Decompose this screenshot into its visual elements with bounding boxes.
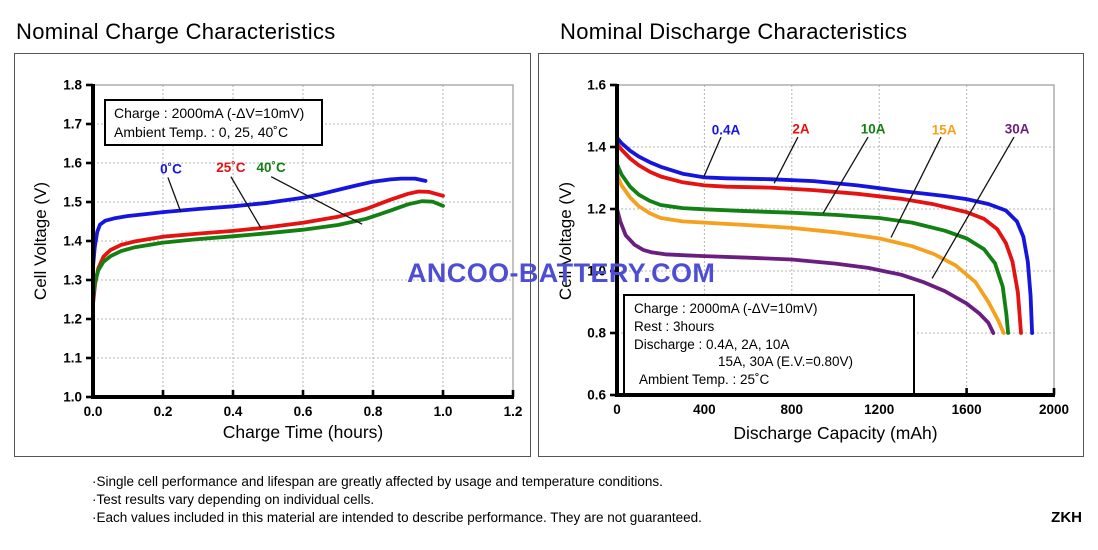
- y-tick-label: 1.6: [587, 78, 606, 93]
- curve-15A: [615, 173, 1006, 335]
- curve-40˚C: [91, 199, 445, 301]
- y-tick-label: 1.8: [63, 78, 82, 93]
- y-tick-label: 1.0: [63, 390, 82, 405]
- leader-line-10A: [822, 136, 869, 214]
- discharge-x-axis-title: Discharge Capacity (mAh): [733, 423, 938, 443]
- y-tick-label: 1.4: [63, 234, 82, 249]
- annotation-line: Ambient Temp. : 0, 25, 40˚C: [114, 123, 289, 140]
- footer-note: ·Each values included in this material a…: [92, 510, 702, 526]
- x-tick-label: 0.4: [224, 404, 243, 419]
- annotation-line: Ambient Temp. : 25˚C: [639, 372, 770, 388]
- annotation-line: Charge : 2000mA (-ΔV=10mV): [634, 301, 818, 316]
- leader-line-40˚C: [270, 176, 363, 225]
- discharge-chart-title: Nominal Discharge Characteristics: [560, 19, 908, 44]
- y-tick-label: 0.6: [587, 388, 606, 403]
- annotation-line: Discharge : 0.4A, 2A, 10A: [634, 336, 790, 352]
- series-label-40˚C: 40˚C: [257, 160, 287, 175]
- charge-chart-panel: 0˚C 25˚C 40˚C 1.0 1.1 1.2 1.3 1.4 1.5 1.6 1.7 1.8 0.…: [14, 53, 531, 457]
- curve-2A: [615, 142, 1023, 335]
- x-tick-label: 2000: [1039, 402, 1069, 417]
- x-tick-label: 1.0: [434, 404, 453, 419]
- curve-0.4A: [615, 135, 1035, 335]
- curve-25˚C: [91, 189, 445, 307]
- y-tick-label: 1.3: [63, 273, 82, 288]
- x-tick-label: 1.2: [504, 404, 523, 419]
- y-tick-label: 1.1: [63, 351, 82, 366]
- discharge-y-axis-title: Cell Voltage (V): [556, 181, 575, 301]
- x-tick-label: 400: [693, 402, 716, 417]
- charge-conditions-box: Charge : 2000mA (-ΔV=10mV) Ambient Temp.…: [104, 99, 323, 146]
- charge-chart-title: Nominal Charge Characteristics: [16, 19, 336, 44]
- discharge-conditions-box: Charge : 2000mA (-ΔV=10mV) Rest : 3hours…: [623, 294, 915, 395]
- leader-line-15A: [890, 136, 942, 238]
- series-label-2A: 2A: [792, 122, 810, 137]
- x-tick-label: 0.0: [84, 404, 103, 419]
- annotation-line: Rest : 3hours: [634, 318, 715, 334]
- y-tick-label: 1.7: [63, 117, 82, 132]
- x-tick-label: 0.2: [154, 404, 173, 419]
- leader-line-2A: [773, 136, 799, 184]
- series-label-15A: 15A: [932, 122, 957, 137]
- x-tick-label: 0.6: [294, 404, 313, 419]
- series-label-0.4A: 0.4A: [712, 122, 741, 137]
- footer-note: ·Test results vary depending on individu…: [92, 492, 375, 508]
- charge-x-axis-title: Charge Time (hours): [222, 422, 384, 442]
- series-label-0˚C: 0˚C: [160, 161, 182, 176]
- series-label-25˚C: 25˚C: [216, 160, 246, 175]
- y-tick-label: 1.5: [63, 195, 82, 210]
- series-label-10A: 10A: [861, 122, 886, 137]
- y-tick-label: 1.2: [63, 312, 82, 327]
- discharge-chart-panel: 0.4A 2A 10A 15A 30A 0.6 0.8 1.0 1.2 1.4 1.6 0 400 800…: [538, 53, 1084, 457]
- x-tick-label: 0.8: [364, 404, 383, 419]
- x-tick-label: 0: [613, 402, 621, 417]
- leader-line-0˚C: [167, 177, 182, 213]
- curve-0˚C: [91, 176, 428, 269]
- x-tick-label: 1200: [864, 402, 894, 417]
- y-tick-label: 1.6: [63, 156, 82, 171]
- leader-line-0.4A: [703, 136, 722, 177]
- leader-line-25˚C: [230, 176, 262, 229]
- series-label-30A: 30A: [1005, 122, 1030, 137]
- curve-30A: [615, 207, 996, 335]
- footer-notes: ·Single cell performance and lifespan ar…: [92, 473, 702, 528]
- y-tick-label: 1.2: [587, 202, 606, 217]
- leader-line-30A: [931, 136, 1015, 279]
- y-tick-label: 1.0: [587, 264, 606, 279]
- annotation-line: Charge : 2000mA (-ΔV=10mV): [114, 105, 305, 121]
- y-tick-label: 0.8: [587, 326, 606, 341]
- x-tick-label: 800: [781, 402, 804, 417]
- x-tick-label: 1600: [952, 402, 982, 417]
- y-tick-label: 1.4: [587, 140, 606, 155]
- charge-y-axis-title: Cell Voltage (V): [31, 181, 50, 301]
- curve-10A: [615, 162, 1011, 335]
- annotation-line: 15A, 30A (E.V.=0.80V): [718, 354, 853, 370]
- footer-note: ·Single cell performance and lifespan ar…: [92, 474, 663, 489]
- document-code: ZKH: [1051, 509, 1082, 526]
- discharge-chart-plot: 0.4A 2A 10A 15A 30A 0.6 0.8 1.0 1.2 1.4 1.6 0 400 800…: [587, 78, 1069, 418]
